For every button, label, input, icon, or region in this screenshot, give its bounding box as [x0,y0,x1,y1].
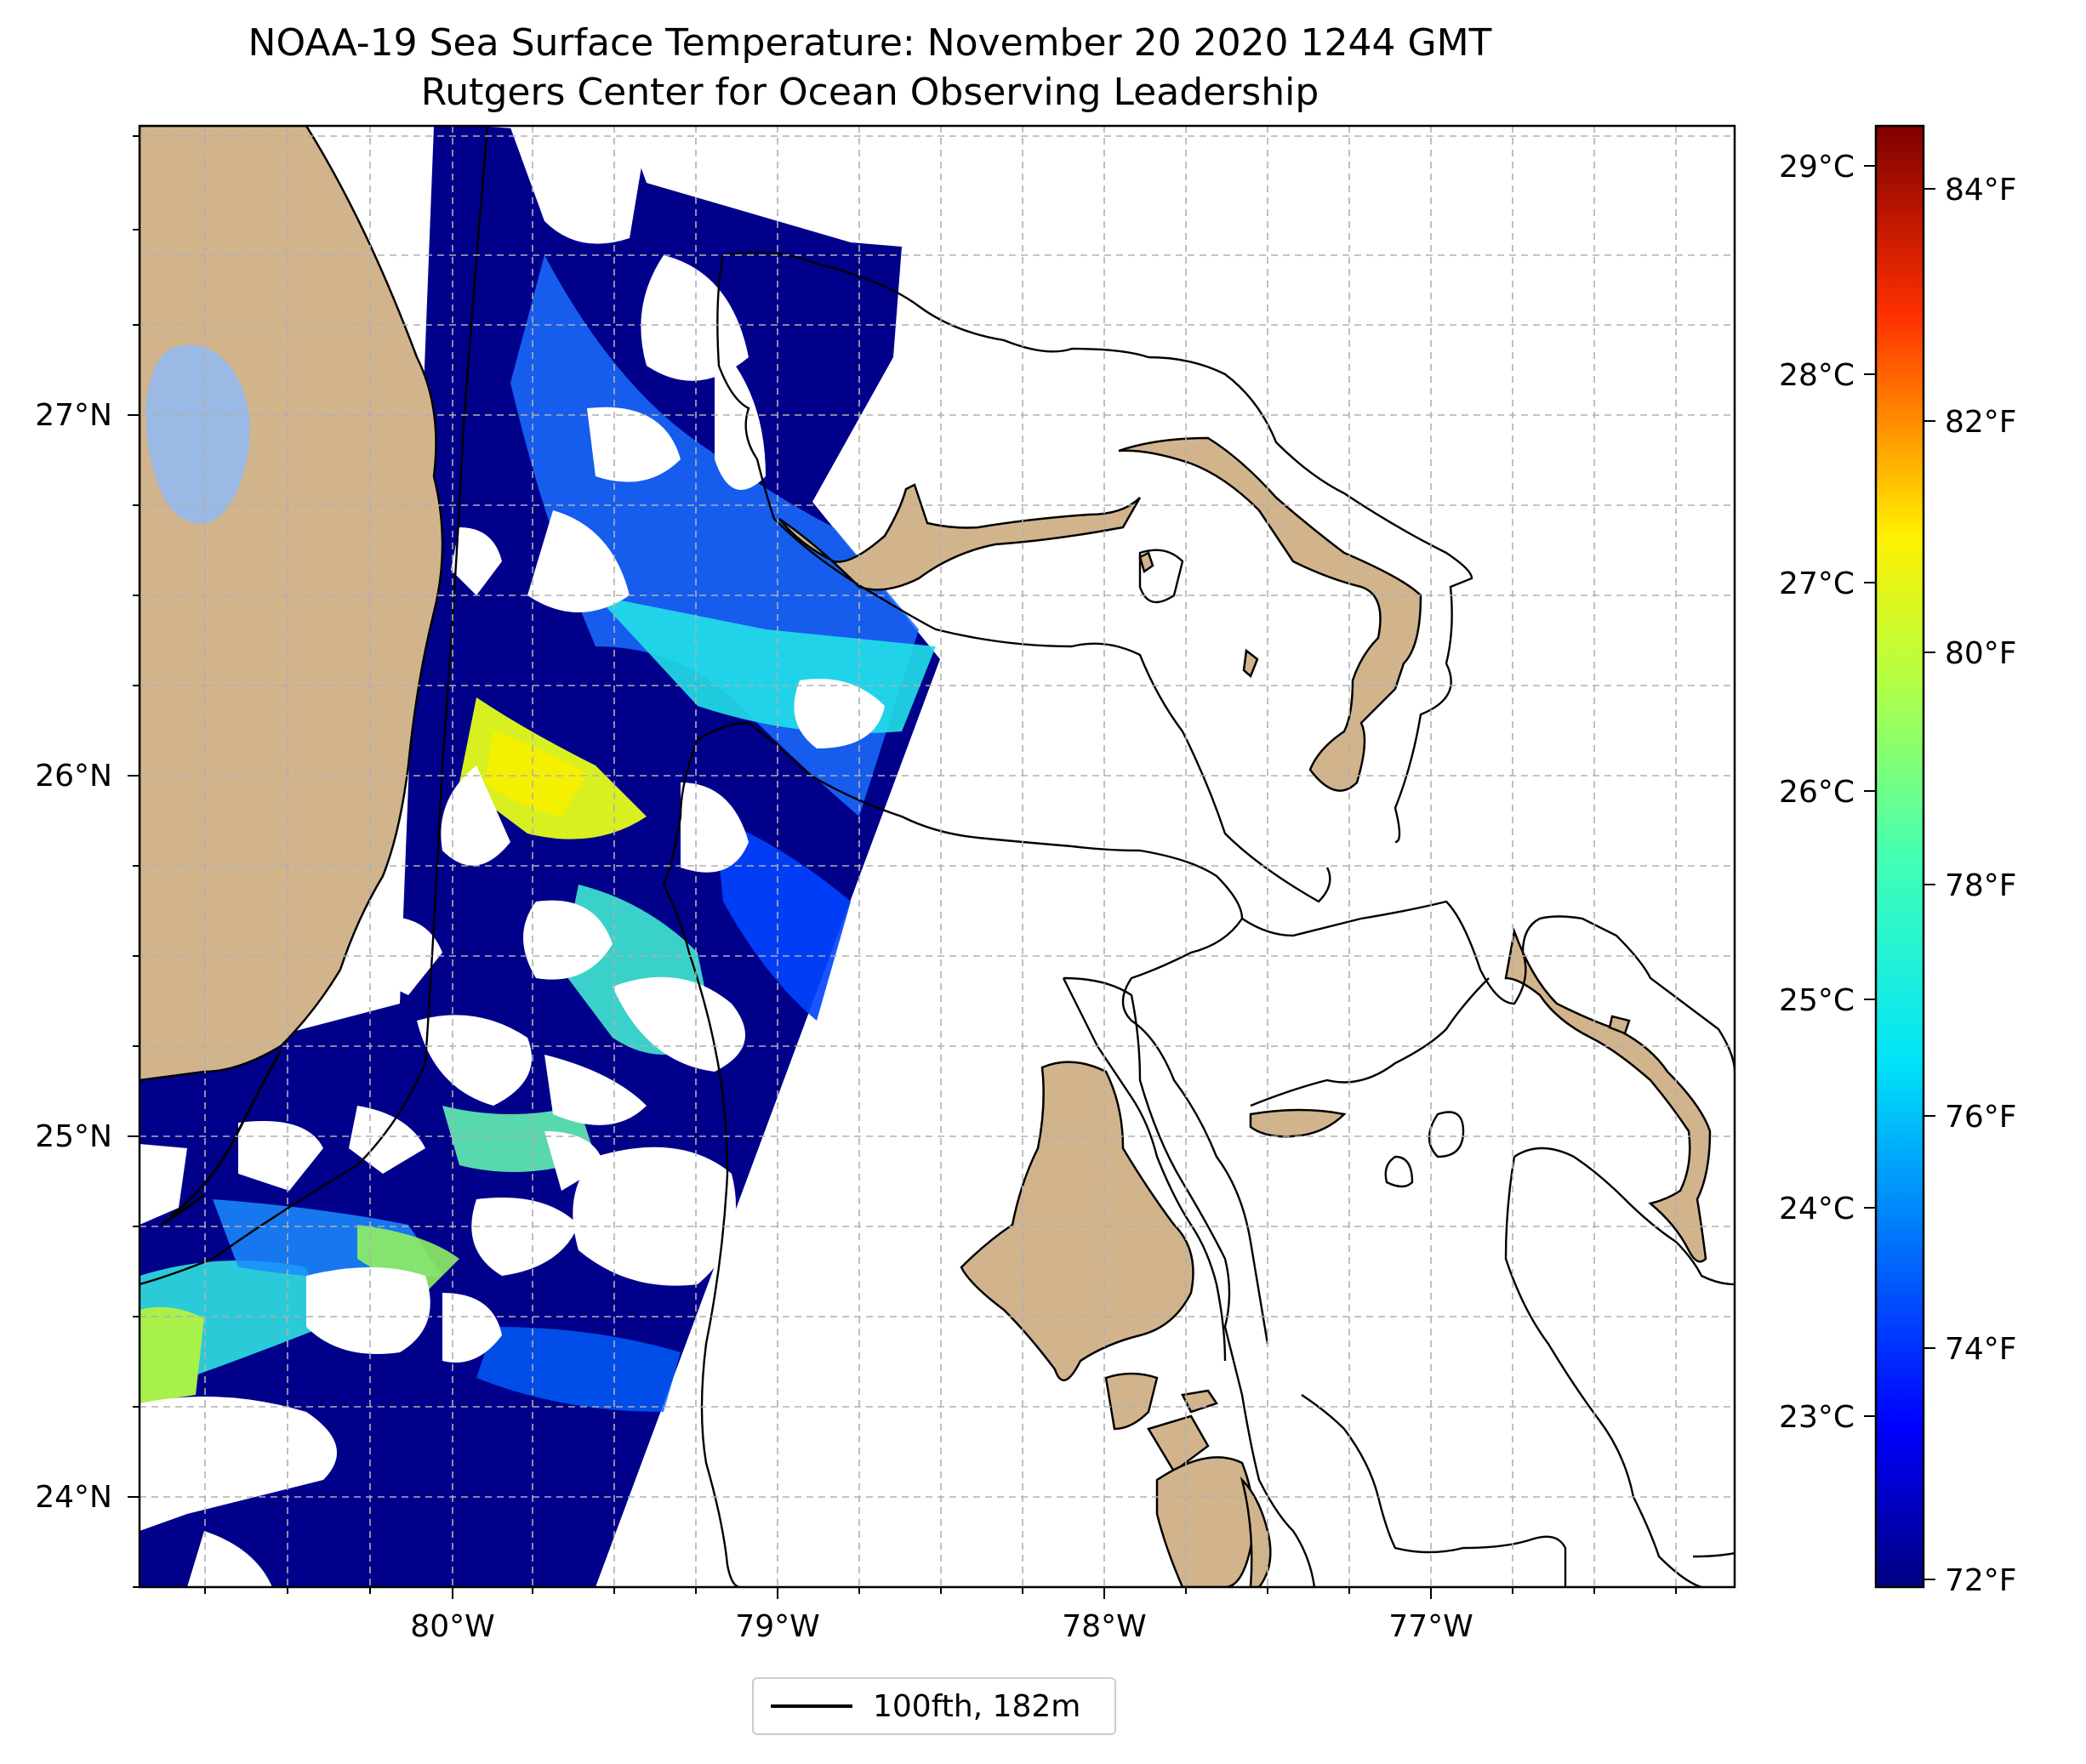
lon-label: 80°W [410,1609,494,1644]
longitude-labels: 80°W 79°W 78°W 77°W [410,1609,1473,1644]
fahrenheit-label: 76°F [1945,1100,2017,1135]
fahrenheit-label: 78°F [1945,868,2017,903]
fahrenheit-label: 74°F [1945,1332,2017,1367]
lon-label: 78°W [1062,1609,1146,1644]
title-line-1: NOAA-19 Sea Surface Temperature: Novembe… [248,21,1492,65]
fahrenheit-label: 72°F [1945,1563,2017,1598]
celsius-label: 23°C [1779,1400,1855,1435]
map-grid [140,126,1735,1587]
bahamas-land [778,436,1712,1587]
lat-label: 24°N [35,1480,112,1515]
celsius-label: 29°C [1779,150,1855,185]
celsius-label: 26°C [1779,775,1855,810]
map-content [140,126,1735,1587]
celsius-label: 28°C [1779,358,1855,393]
celsius-label: 27°C [1779,566,1855,601]
lon-label: 79°W [735,1609,819,1644]
legend-label: 100fth, 182m [873,1688,1081,1724]
lon-label: 77°W [1388,1609,1473,1644]
sst-swath [140,126,940,1587]
lat-label: 26°N [35,759,112,794]
celsius-label: 25°C [1779,983,1855,1018]
legend: 100fth, 182m [752,1677,1116,1735]
colorbar-fahrenheit-labels: 84°F 82°F 80°F 78°F 76°F 74°F 72°F [1945,173,2017,1598]
fahrenheit-label: 84°F [1945,173,2017,208]
fahrenheit-label: 82°F [1945,405,2017,440]
legend-line-swatch [771,1704,852,1708]
fahrenheit-label: 80°F [1945,636,2017,671]
florida-keys [161,1050,282,1226]
colorbar [1874,124,1925,1589]
lake-okeechobee [145,344,250,524]
latitude-labels: 27°N 26°N 25°N 24°N [35,398,112,1515]
map-frame [138,124,1736,1589]
colorbar-ticks [1864,165,1935,1580]
lat-label: 27°N [35,398,112,433]
lat-label: 25°N [35,1119,112,1154]
figure-title: NOAA-19 Sea Surface Temperature: Novembe… [0,19,1740,117]
colorbar-celsius-labels: 29°C 28°C 27°C 26°C 25°C 24°C 23°C [1779,150,1855,1435]
title-line-2: Rutgers Center for Ocean Observing Leade… [420,71,1319,114]
celsius-label: 24°C [1779,1192,1855,1226]
axis-ticks [128,135,1677,1599]
